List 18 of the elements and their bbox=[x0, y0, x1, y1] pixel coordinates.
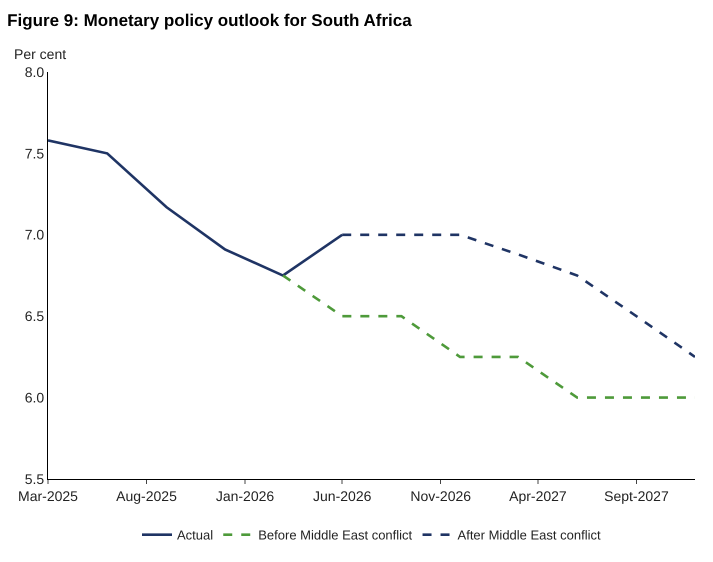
x-tick-label: Aug-2025 bbox=[116, 488, 178, 504]
legend-label: Before Middle East conflict bbox=[258, 528, 413, 543]
y-tick-label: 6.5 bbox=[24, 308, 44, 324]
y-tick-label: 8.0 bbox=[24, 64, 44, 80]
y-tick-label: 7.5 bbox=[24, 145, 44, 162]
x-tick-label: Mar-2025 bbox=[18, 488, 78, 504]
chart-subtitle: Per cent bbox=[14, 46, 66, 62]
x-tick-label: Apr-2027 bbox=[509, 488, 567, 504]
x-tick-label: Jan-2026 bbox=[216, 488, 274, 504]
legend-label: After Middle East conflict bbox=[458, 528, 601, 543]
x-tick-label: Nov-2026 bbox=[410, 488, 472, 504]
y-tick-label: 5.5 bbox=[24, 470, 44, 487]
y-tick-label: 6.0 bbox=[24, 390, 44, 406]
legend-label: Actual bbox=[177, 528, 214, 543]
chart-title: Figure 9: Monetary policy outlook for South Africa bbox=[7, 10, 412, 30]
y-tick-label: 7.0 bbox=[24, 226, 44, 243]
x-tick-label: Sept-2027 bbox=[604, 488, 669, 504]
x-tick-label: Jun-2026 bbox=[313, 488, 372, 504]
